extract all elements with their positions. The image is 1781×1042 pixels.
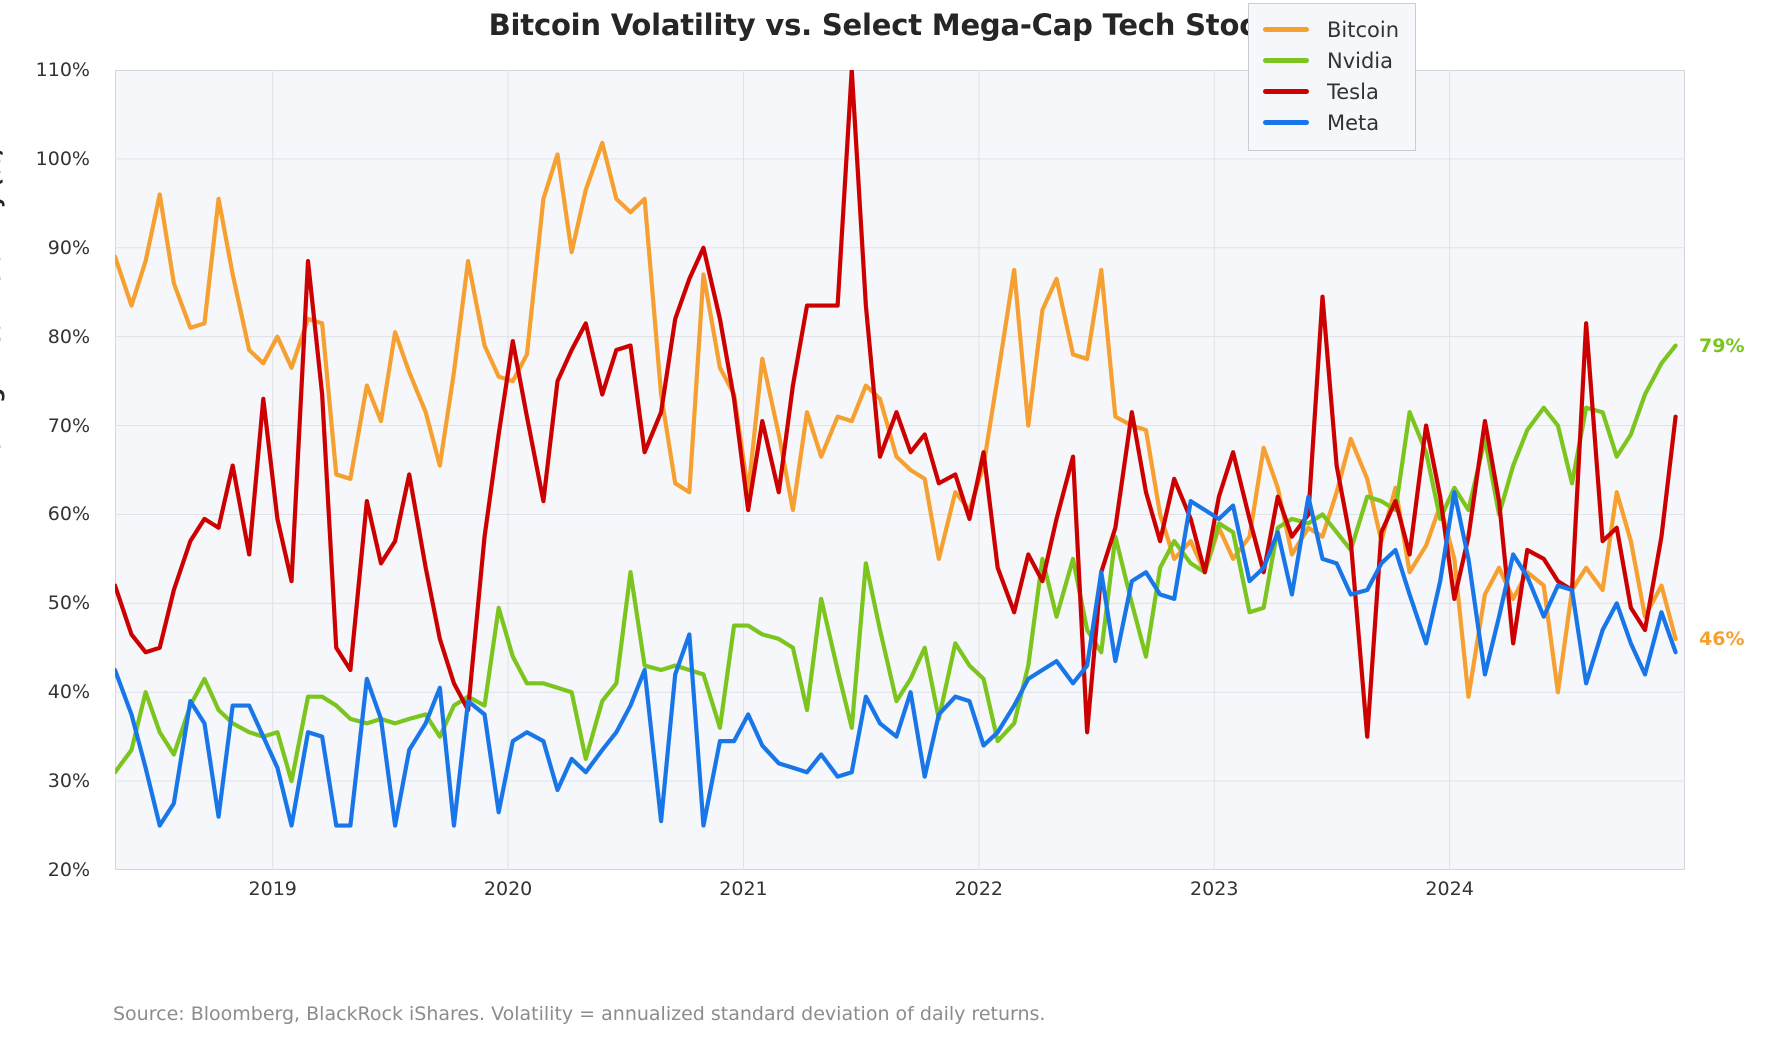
- series-line-bitcoin: [115, 140, 1678, 699]
- legend-label: Tesla: [1327, 79, 1379, 104]
- y-axis-label: Rolling 1-Year Volatility (%): [0, 147, 5, 470]
- legend-item-bitcoin[interactable]: Bitcoin: [1263, 14, 1399, 45]
- x-tick-label: 2022: [954, 878, 1004, 900]
- y-tick-label: 50%: [47, 592, 90, 615]
- plot-area: [115, 70, 1685, 870]
- y-tick-label: 110%: [35, 59, 90, 81]
- series-line-tesla: [115, 70, 1678, 739]
- legend-item-meta[interactable]: Meta: [1263, 107, 1399, 138]
- end-annotation-nvidia: 79%: [1699, 334, 1745, 357]
- legend-item-nvidia[interactable]: Nvidia: [1263, 45, 1399, 76]
- legend-label: Meta: [1327, 110, 1380, 135]
- page-title: Bitcoin Volatility vs. Select Mega-Cap T…: [488, 8, 1293, 42]
- x-tick-label: 2019: [248, 878, 297, 900]
- y-tick-label: 60%: [47, 503, 90, 526]
- y-tick-label: 90%: [47, 236, 90, 259]
- y-tick-label: 30%: [47, 770, 90, 793]
- legend-label: Bitcoin: [1327, 17, 1400, 42]
- legend-label: Nvidia: [1327, 48, 1394, 73]
- legend-swatch-meta: [1263, 120, 1309, 125]
- x-tick-label: 2024: [1425, 878, 1474, 900]
- x-tick-label: 2020: [483, 878, 533, 900]
- x-tick-label: 2021: [719, 878, 768, 900]
- series-line-meta: [115, 490, 1678, 828]
- gridlines: [115, 70, 1685, 870]
- series-line-nvidia: [115, 343, 1678, 784]
- legend-swatch-nvidia: [1263, 58, 1309, 63]
- source-note: Source: Bloomberg, BlackRock iShares. Vo…: [113, 1003, 1046, 1025]
- legend-swatch-tesla: [1263, 89, 1309, 94]
- legend-item-tesla[interactable]: Tesla: [1263, 76, 1399, 107]
- legend-swatch-bitcoin: [1263, 27, 1309, 32]
- x-tick-label: 2023: [1190, 878, 1239, 900]
- end-annotation-bitcoin: 46%: [1699, 627, 1745, 650]
- y-tick-label: 100%: [35, 147, 90, 170]
- plot-svg: [115, 70, 1685, 870]
- chart-legend: Bitcoin Nvidia Tesla Meta: [1248, 3, 1417, 151]
- series-lines: [115, 70, 1678, 828]
- y-tick-label: 20%: [47, 859, 90, 881]
- y-tick-label: 40%: [47, 681, 90, 704]
- y-tick-label: 70%: [47, 414, 90, 437]
- plot-background: [115, 70, 1685, 870]
- y-tick-label: 80%: [47, 325, 90, 348]
